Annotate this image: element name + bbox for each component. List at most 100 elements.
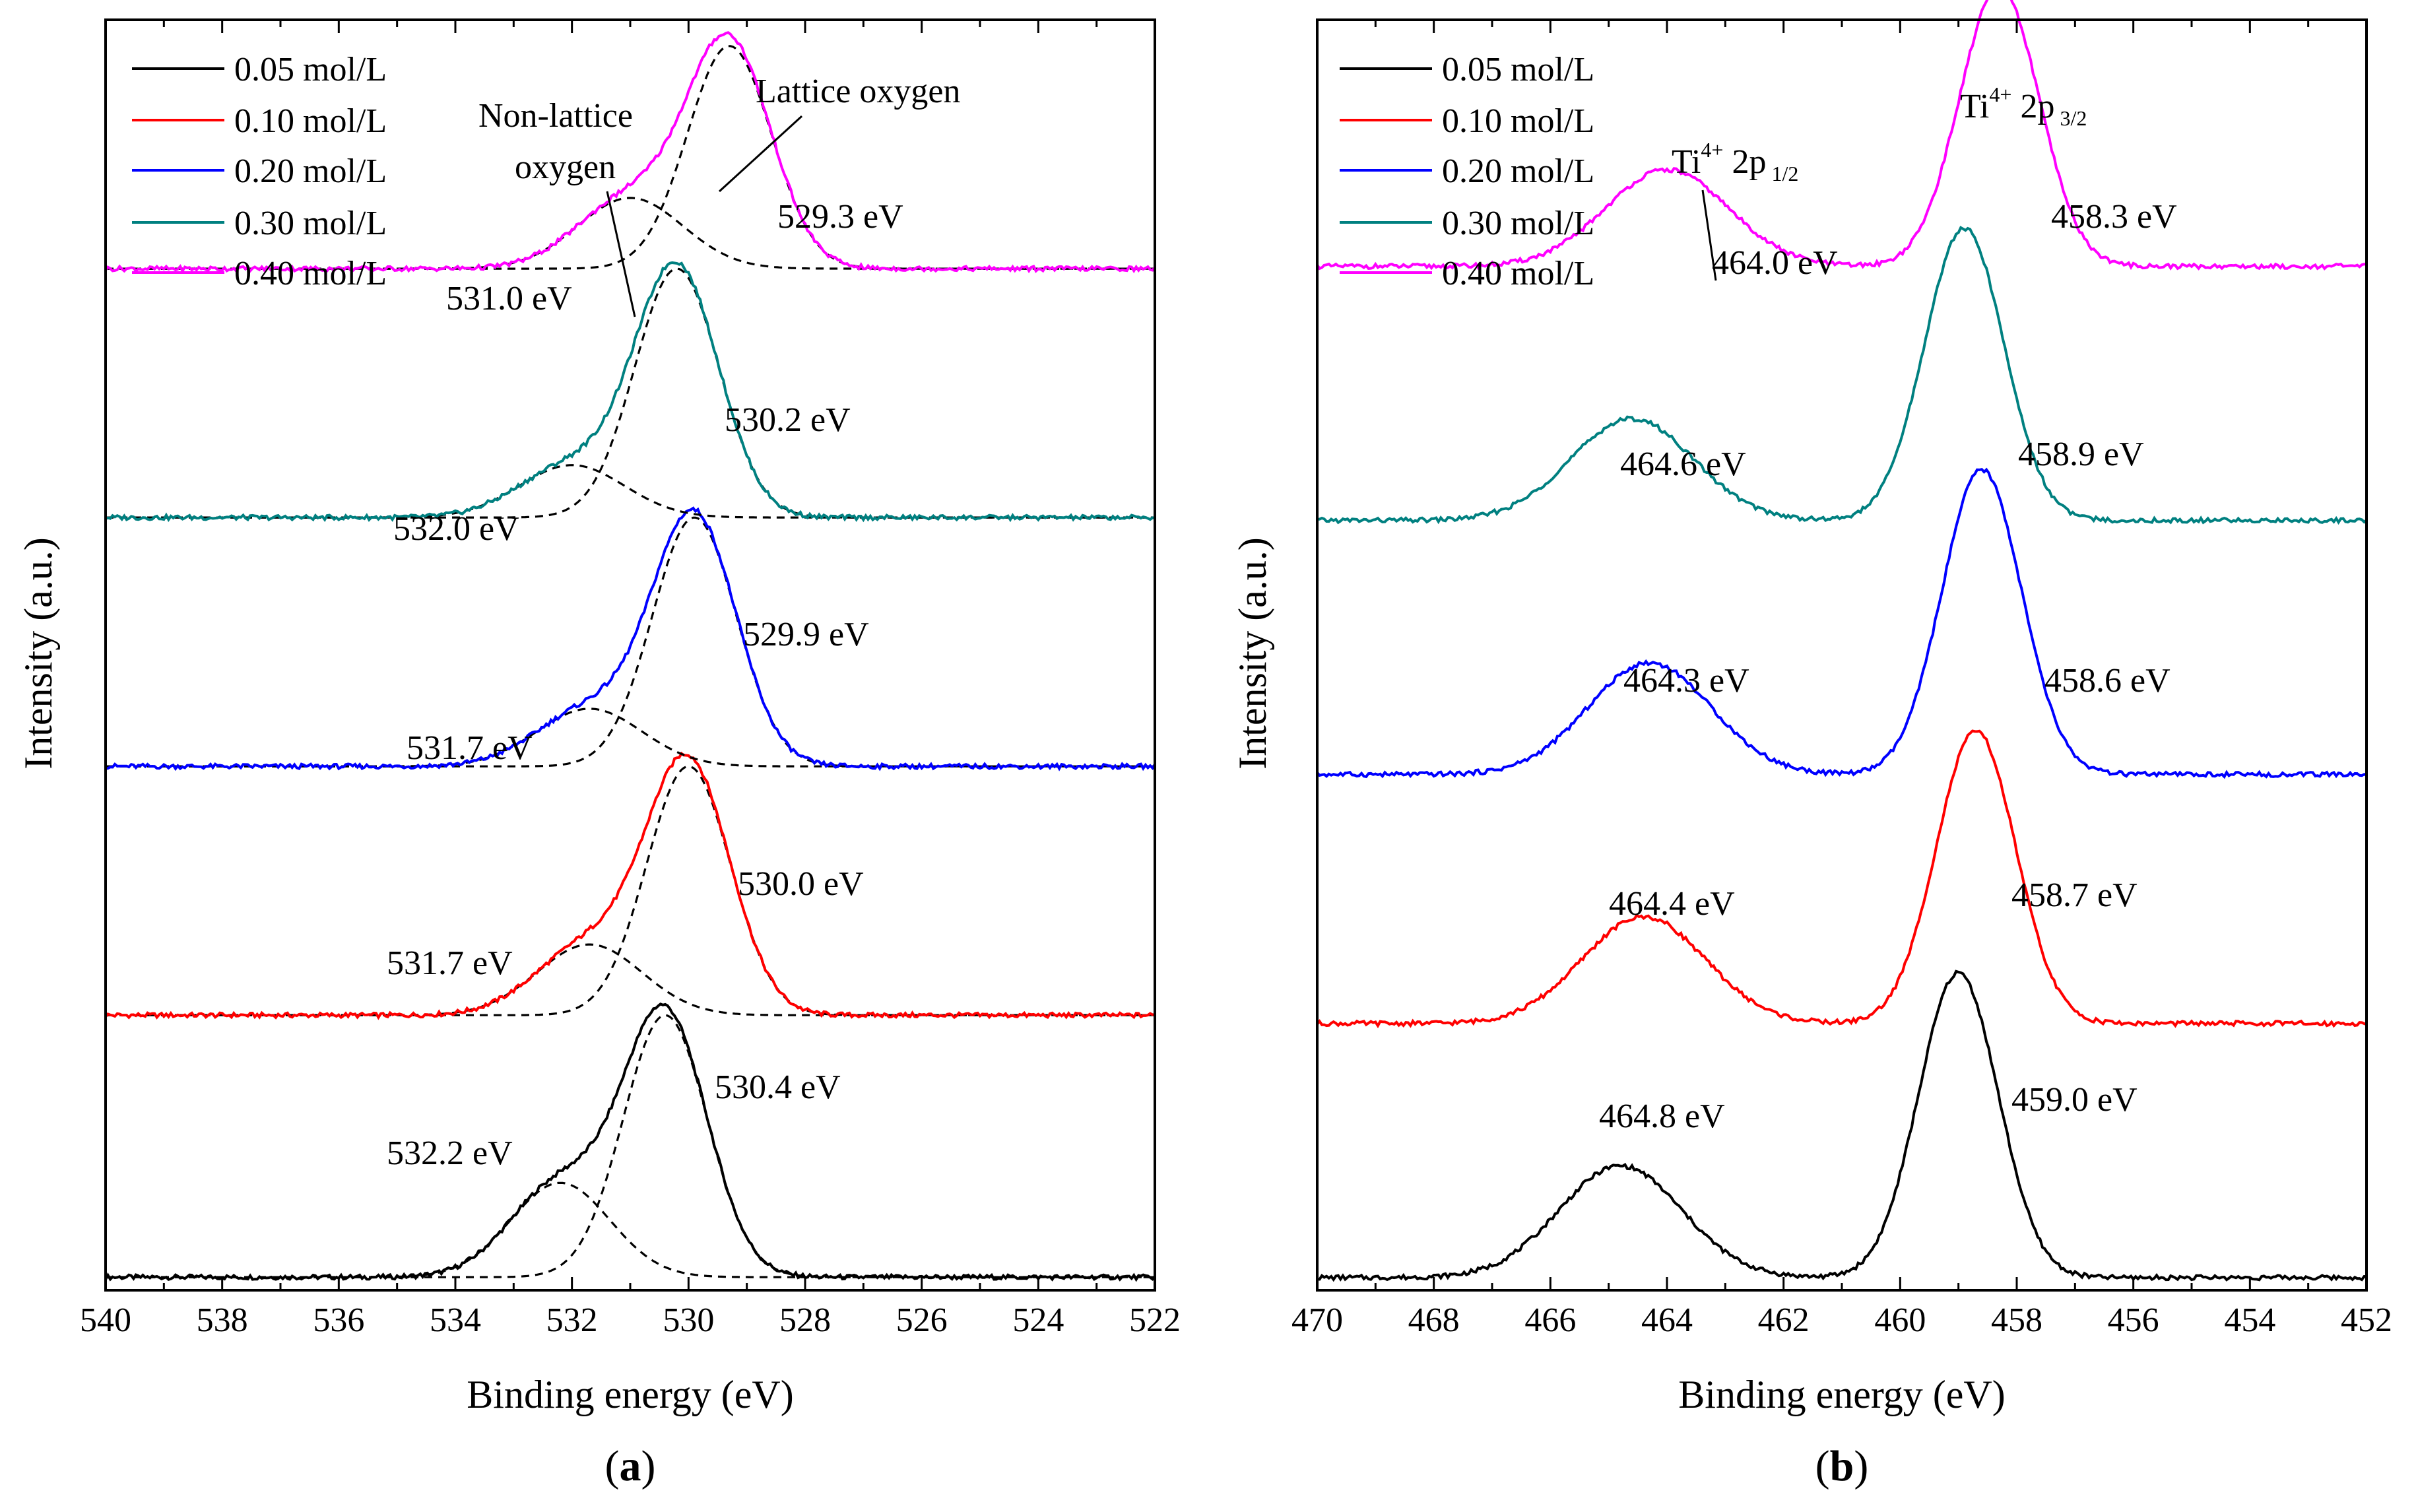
peak-label-a-1-shoulder: 531.7 eV <box>387 944 513 982</box>
legend-a-label-3: 0.30 mol/L <box>234 205 387 242</box>
legend-a-label-0: 0.05 mol/L <box>234 51 387 88</box>
series-line-a-0 <box>104 1002 1156 1282</box>
ti-half-base: Ti <box>1672 143 1701 181</box>
panel-a: 540 538 536 534 532 530 528 526 524 522 0.05 mol/… <box>16 18 1181 1490</box>
x-tick-label-a-6: 528 <box>779 1301 831 1339</box>
x-tick-label-b-8: 454 <box>2224 1301 2275 1339</box>
x-tick-label-b-6: 458 <box>1991 1301 2042 1339</box>
fit-component-a-1-0 <box>106 765 1155 1016</box>
x-tick-label-b-1: 468 <box>1408 1301 1460 1339</box>
legend-a-label-2: 0.20 mol/L <box>234 152 387 190</box>
series-line-a-1 <box>104 751 1156 1020</box>
fit-component-a-0-0 <box>106 1014 1155 1278</box>
peak-label-b-2-shoulder: 464.3 eV <box>1623 662 1749 700</box>
ti-three-sup: 4+ <box>1989 82 2011 106</box>
panel-a-y-axis-title: Intensity (a.u.) <box>16 537 60 770</box>
ti-three-sub: 3/2 <box>2060 106 2087 130</box>
legend-b-label-0: 0.05 mol/L <box>1442 51 1594 88</box>
fit-component-a-2-1 <box>106 707 1155 768</box>
fit-component-a-3-1 <box>106 464 1155 519</box>
series-line-b-1 <box>1316 729 2367 1029</box>
peak-label-b-4-main: 458.3 eV <box>2051 198 2177 236</box>
x-tick-label-a-5: 530 <box>663 1301 714 1339</box>
peak-label-b-3-shoulder: 464.6 eV <box>1620 445 1746 483</box>
x-tick-label-a-3: 534 <box>430 1301 481 1339</box>
panel-a-x-ticks: 540 538 536 534 532 530 528 526 524 522 <box>80 20 1181 1339</box>
series-line-b-0 <box>1317 970 2367 1282</box>
x-tick-label-a-0: 540 <box>80 1301 131 1339</box>
peak-label-a-4-shoulder: 531.0 eV <box>446 280 572 317</box>
peak-label-a-4-main: 529.3 eV <box>777 198 903 236</box>
series-line-a-2 <box>105 506 1156 772</box>
panel-a-letter: a <box>620 1442 641 1490</box>
panel-b-legend: 0.05 mol/L 0.10 mol/L 0.20 mol/L 0.30 mo… <box>1340 51 1594 292</box>
panel-b-annotations: Ti4+ 2p 1/2 Ti4+ 2p 3/2 458.3 eV 464.0 eV … <box>1599 82 2177 1135</box>
panel-b-letter: b <box>1830 1442 1854 1490</box>
panel-b-y-axis-title: Intensity (a.u.) <box>1231 537 1274 770</box>
panel-a-x-axis-title: Binding energy (eV) <box>467 1373 793 1416</box>
peak-label-a-2-main: 529.9 eV <box>743 616 869 653</box>
annotation-ti-2p-three-half: Ti4+ 2p 3/2 <box>1960 82 2087 130</box>
legend-b-label-3: 0.30 mol/L <box>1442 205 1594 242</box>
x-tick-label-b-3: 464 <box>1641 1301 1693 1339</box>
x-tick-label-a-2: 536 <box>313 1301 364 1339</box>
peak-label-a-2-shoulder: 531.7 eV <box>407 729 533 767</box>
peak-label-b-0-main: 459.0 eV <box>2011 1081 2138 1119</box>
x-tick-label-a-9: 522 <box>1129 1301 1181 1339</box>
series-line-b-4 <box>1316 0 2367 271</box>
ti-half-sub: 1/2 <box>1771 162 1798 185</box>
peak-label-b-2-main: 458.6 eV <box>2044 662 2171 700</box>
annotation-ti-2p-half: Ti4+ 2p 1/2 <box>1672 138 1798 185</box>
x-tick-label-a-8: 524 <box>1012 1301 1064 1339</box>
panel-b: 470 468 466 464 462 460 458 456 454 452 0.05 mol/… <box>1231 0 2392 1490</box>
panel-b-x-axis-title: Binding energy (eV) <box>1678 1373 2005 1416</box>
x-tick-label-b-7: 456 <box>2108 1301 2159 1339</box>
peak-label-b-1-shoulder: 464.4 eV <box>1609 885 1735 923</box>
panel-a-legend: 0.05 mol/L 0.10 mol/L 0.20 mol/L 0.30 mo… <box>132 51 387 292</box>
annotation-lattice-oxygen: Lattice oxygen <box>756 73 960 110</box>
peak-label-a-1-main: 530.0 eV <box>738 865 864 903</box>
series-line-a-4 <box>104 31 1156 274</box>
peak-label-b-1-main: 458.7 eV <box>2011 876 2138 914</box>
fit-component-a-2-0 <box>106 516 1155 768</box>
x-tick-label-b-4: 462 <box>1758 1301 1810 1339</box>
peak-label-a-0-main: 530.4 eV <box>715 1068 841 1106</box>
legend-b-label-1: 0.10 mol/L <box>1442 102 1594 140</box>
peak-label-b-4-shoulder: 464.0 eV <box>1712 244 1838 282</box>
ti-three-mid: 2p <box>2011 88 2054 125</box>
x-tick-label-b-0: 470 <box>1291 1301 1343 1339</box>
peak-label-a-3-shoulder: 532.0 eV <box>393 510 519 548</box>
annotation-ti-half-pointer <box>1701 189 1717 281</box>
panel-b-x-ticks: 470 468 466 464 462 460 458 456 454 452 <box>1291 20 2392 1339</box>
panel-a-marks <box>104 31 1156 1282</box>
peak-label-a-3-main: 530.2 eV <box>725 401 851 439</box>
x-tick-label-a-1: 538 <box>197 1301 248 1339</box>
ti-half-mid: 2p <box>1723 143 1766 181</box>
x-tick-label-b-2: 466 <box>1524 1301 1576 1339</box>
x-tick-label-b-9: 452 <box>2341 1301 2392 1339</box>
annotation-nonlattice-line2: oxygen <box>515 148 616 186</box>
peak-label-b-3-main: 458.9 eV <box>2018 436 2144 473</box>
panel-a-annotations: Lattice oxygen Non-lattice oxygen 529.3 … <box>387 73 960 1172</box>
series-line-b-3 <box>1317 226 2368 525</box>
annotation-nonlattice-pointer <box>606 191 636 317</box>
legend-b-label-2: 0.20 mol/L <box>1442 152 1594 190</box>
panel-b-label: (b) <box>1815 1442 1869 1490</box>
fit-component-a-0-1 <box>106 1181 1155 1278</box>
annotation-lattice-pointer <box>718 115 803 193</box>
series-line-b-2 <box>1316 467 2367 779</box>
x-tick-label-a-7: 526 <box>896 1301 948 1339</box>
ti-half-sup: 4+ <box>1701 138 1723 162</box>
legend-a-label-1: 0.10 mol/L <box>234 102 387 140</box>
panel-a-label: (a) <box>605 1442 656 1490</box>
legend-b-label-4: 0.40 mol/L <box>1442 255 1594 292</box>
peak-label-a-0-shoulder: 532.2 eV <box>387 1134 513 1172</box>
peak-label-b-0-shoulder: 464.8 eV <box>1599 1098 1725 1135</box>
annotation-nonlattice-line1: Non-lattice <box>478 97 633 135</box>
ti-three-base: Ti <box>1960 88 1989 125</box>
fit-component-a-1-1 <box>106 943 1155 1016</box>
x-tick-label-a-4: 532 <box>546 1301 598 1339</box>
fit-component-a-3-0 <box>106 267 1155 519</box>
panel-b-marks <box>1316 0 2368 1282</box>
